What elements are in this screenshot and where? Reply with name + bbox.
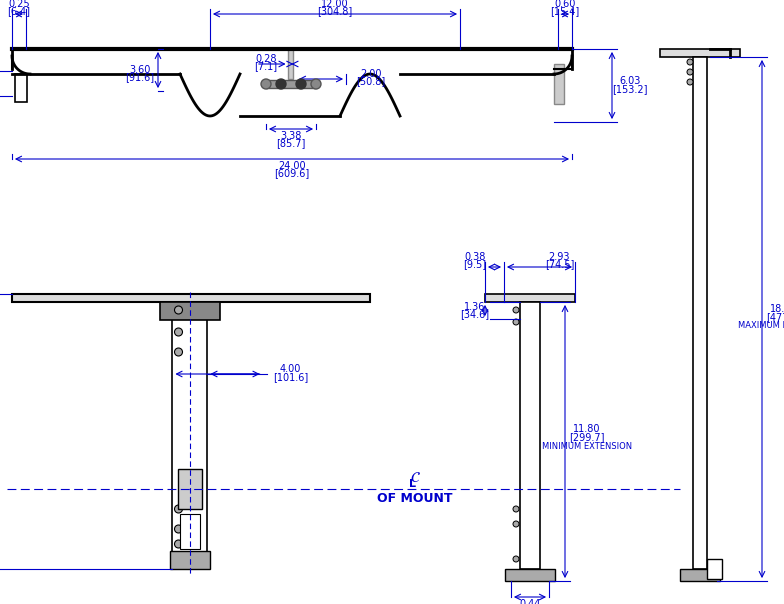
Text: 0.38: 0.38 (464, 252, 485, 262)
Text: OF MOUNT: OF MOUNT (377, 492, 452, 506)
Text: 6.03: 6.03 (619, 77, 641, 86)
Text: [15.4]: [15.4] (550, 6, 579, 16)
Bar (12, 294, 370, 302)
Text: 3.38: 3.38 (281, 131, 302, 141)
Bar (520, 302, 540, 569)
Text: [304.8]: [304.8] (318, 6, 353, 16)
Text: [153.2]: [153.2] (612, 85, 648, 94)
Text: 2.93: 2.93 (549, 252, 570, 262)
Text: L: L (409, 479, 416, 489)
Bar (660, 49, 740, 57)
Bar (172, 302, 208, 569)
Text: 2.00: 2.00 (361, 69, 382, 79)
Bar (160, 302, 220, 320)
Circle shape (687, 69, 693, 75)
Text: [299.7]: [299.7] (569, 432, 604, 443)
Text: 0.28: 0.28 (256, 54, 277, 64)
Text: [7.1]: [7.1] (255, 61, 278, 71)
Text: 12.00: 12.00 (321, 0, 349, 9)
Circle shape (175, 540, 183, 548)
Text: 24.00: 24.00 (278, 161, 306, 171)
Text: [9.5]: [9.5] (463, 259, 487, 269)
Bar (680, 569, 720, 581)
Bar (15, 74, 27, 102)
Bar (505, 569, 555, 581)
Text: 11.80: 11.80 (573, 425, 601, 434)
Circle shape (311, 79, 321, 89)
Circle shape (513, 506, 519, 512)
Bar (170, 551, 210, 569)
Circle shape (175, 306, 183, 314)
Text: 0.25: 0.25 (8, 0, 30, 9)
Text: [74.5]: [74.5] (545, 259, 574, 269)
Circle shape (513, 556, 519, 562)
Text: MAXIMUM EXTENSION: MAXIMUM EXTENSION (738, 321, 784, 330)
Bar (178, 469, 202, 509)
Circle shape (687, 79, 693, 85)
Text: [609.6]: [609.6] (274, 168, 310, 178)
Text: [34.6]: [34.6] (460, 309, 489, 320)
Bar (289, 49, 293, 79)
Bar (707, 559, 722, 579)
Circle shape (276, 79, 286, 89)
Text: MINIMUM EXTENSION: MINIMUM EXTENSION (542, 442, 632, 451)
Circle shape (513, 319, 519, 325)
Circle shape (175, 555, 183, 563)
Circle shape (513, 521, 519, 527)
Circle shape (175, 525, 183, 533)
Text: $\mathcal{C}$: $\mathcal{C}$ (409, 469, 420, 484)
Circle shape (687, 59, 693, 65)
Circle shape (175, 348, 183, 356)
Text: [477.5]: [477.5] (766, 312, 784, 322)
Text: 4.00: 4.00 (280, 364, 301, 374)
Text: [91.6]: [91.6] (125, 72, 154, 82)
Circle shape (175, 328, 183, 336)
Bar (554, 64, 564, 104)
Text: [101.6]: [101.6] (273, 372, 308, 382)
Text: 0.44: 0.44 (519, 599, 541, 604)
Bar (180, 514, 200, 549)
Circle shape (296, 79, 306, 89)
Bar (485, 294, 575, 302)
Text: 1.36: 1.36 (464, 301, 485, 312)
Text: [50.8]: [50.8] (357, 76, 386, 86)
Bar (693, 57, 707, 569)
Circle shape (261, 79, 271, 89)
Circle shape (175, 505, 183, 513)
Text: 3.60: 3.60 (129, 65, 151, 75)
Text: 18.80: 18.80 (770, 304, 784, 314)
Circle shape (513, 307, 519, 313)
Text: [85.7]: [85.7] (276, 138, 306, 148)
Text: 0.60: 0.60 (554, 0, 575, 9)
Bar (266, 80, 316, 88)
Text: [6.4]: [6.4] (8, 6, 31, 16)
